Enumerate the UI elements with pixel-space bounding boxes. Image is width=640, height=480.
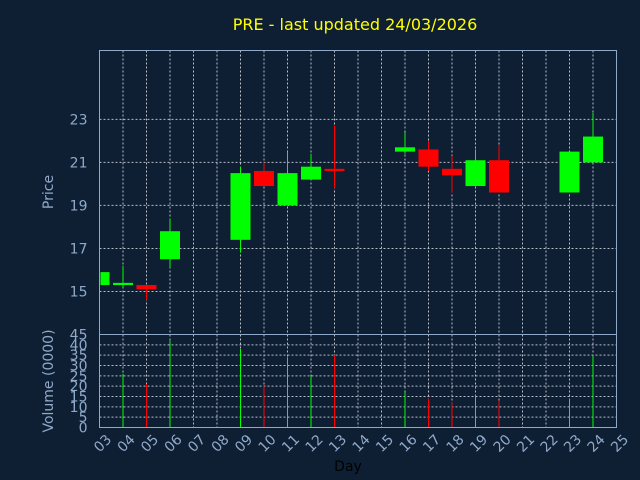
volume-tick-label: 10 xyxy=(70,400,88,416)
candle xyxy=(277,151,298,206)
candle-body xyxy=(230,173,251,240)
day-axis: 03 04 05 06 07 08 09 10 11 12 13 14 15 16 17 18 19 20 21 22… xyxy=(91,432,632,456)
candle-body xyxy=(583,136,603,163)
candle xyxy=(230,166,251,253)
x-tick-label: 14 xyxy=(350,432,374,456)
candle xyxy=(160,218,180,268)
x-tick-label: 25 xyxy=(608,432,632,456)
volume-tick-label: 0 xyxy=(79,421,88,437)
x-tick-label: 10 xyxy=(256,432,280,456)
x-tick-label: 03 xyxy=(91,432,115,456)
x-tick-label: 20 xyxy=(491,432,515,456)
candle xyxy=(99,272,110,286)
x-axis-label: Day xyxy=(334,459,362,475)
volume-tick-label: 5 xyxy=(79,410,88,426)
candle xyxy=(136,285,157,301)
candle-body xyxy=(136,285,157,290)
x-tick-label: 08 xyxy=(209,432,233,456)
x-tick-label: 06 xyxy=(162,432,186,456)
candle-body xyxy=(277,173,298,206)
candle-body xyxy=(395,147,415,152)
candle xyxy=(113,265,133,288)
candle xyxy=(489,145,509,193)
candle xyxy=(583,112,603,163)
price-axis: 15 17 19 21 23 xyxy=(70,112,88,300)
x-tick-label: 19 xyxy=(467,432,491,456)
price-tick-label: 23 xyxy=(70,112,88,128)
x-tick-label: 11 xyxy=(279,432,303,456)
candle-body xyxy=(301,166,321,180)
candle-body xyxy=(100,272,110,286)
price-axis-label: Price xyxy=(41,175,57,209)
candle-body xyxy=(324,168,345,171)
candle xyxy=(324,125,345,189)
price-tick-label: 15 xyxy=(70,284,88,300)
x-tick-label: 23 xyxy=(561,432,585,456)
candle xyxy=(254,162,274,187)
volume-axis-label: Volume (0000) xyxy=(41,329,57,432)
price-tick-label: 17 xyxy=(70,241,88,257)
candle-body xyxy=(254,170,274,187)
candle-body xyxy=(113,282,133,286)
volume-tick-label: 30 xyxy=(70,359,88,375)
volume-plot-frame xyxy=(99,334,617,428)
volume-grid xyxy=(99,334,617,428)
volume-tick-label: 25 xyxy=(70,369,88,385)
candle-body xyxy=(465,160,486,187)
x-tick-label: 13 xyxy=(326,432,350,456)
x-tick-label: 21 xyxy=(514,432,538,456)
price-tick-label: 21 xyxy=(70,155,88,171)
candle xyxy=(442,155,462,193)
candle-body xyxy=(418,149,439,167)
x-tick-label: 22 xyxy=(538,432,562,456)
volume-tick-label: 45 xyxy=(70,328,88,344)
candlestick-series xyxy=(99,112,603,301)
volume-tick-label: 35 xyxy=(70,348,88,364)
x-tick-label: 18 xyxy=(444,432,468,456)
x-tick-label: 15 xyxy=(373,432,397,456)
candle-body xyxy=(442,168,462,176)
candle-body xyxy=(160,231,180,260)
x-tick-label: 05 xyxy=(138,432,162,456)
x-tick-label: 16 xyxy=(397,432,421,456)
candle xyxy=(465,149,486,187)
volume-tick-label: 40 xyxy=(70,338,88,354)
candle-body xyxy=(559,151,580,193)
x-tick-label: 17 xyxy=(420,432,444,456)
x-tick-label: 07 xyxy=(185,432,209,456)
x-tick-label: 04 xyxy=(115,432,139,456)
x-tick-label: 09 xyxy=(232,432,256,456)
x-tick-label: 12 xyxy=(303,432,327,456)
chart-title: PRE - last updated 24/03/2026 xyxy=(233,15,478,34)
volume-tick-label: 15 xyxy=(70,390,88,406)
candle xyxy=(418,140,439,171)
price-grid xyxy=(99,50,617,335)
volume-series xyxy=(122,340,594,428)
price-tick-label: 19 xyxy=(70,198,88,214)
candle xyxy=(301,153,321,180)
volume-tick-label: 20 xyxy=(70,379,88,395)
x-tick-label: 24 xyxy=(585,432,609,456)
candle xyxy=(559,151,580,193)
candle-body xyxy=(489,160,509,193)
candle xyxy=(395,132,415,154)
